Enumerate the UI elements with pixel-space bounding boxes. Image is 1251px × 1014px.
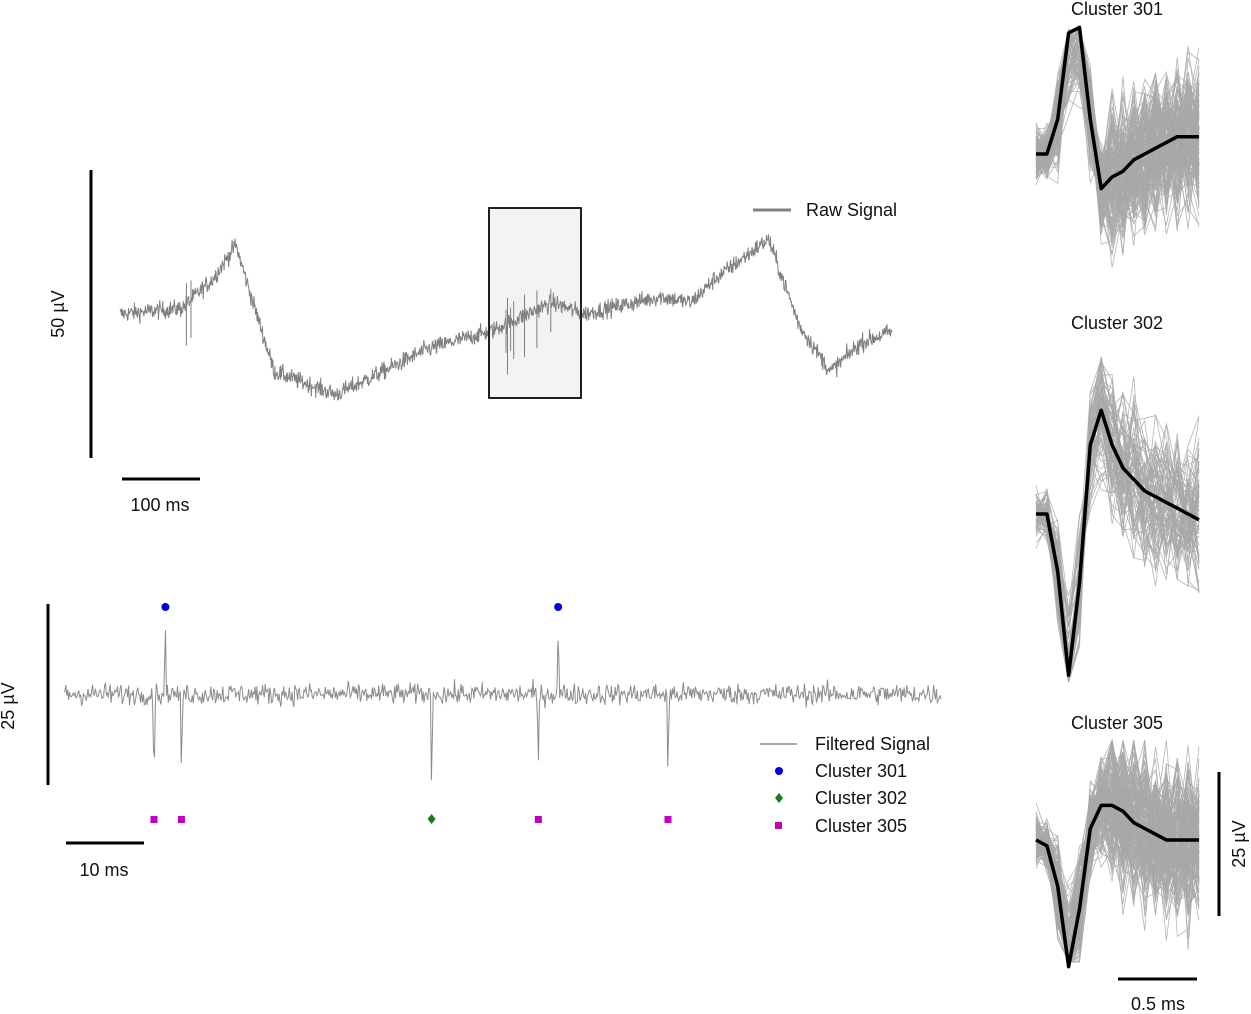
waveform-title-301: Cluster 301 xyxy=(1071,0,1163,19)
waveform-trace xyxy=(1035,751,1200,964)
spike-marker-302-3 xyxy=(427,814,436,824)
spike-marker-305-6 xyxy=(664,816,672,823)
legend-302-marker xyxy=(775,793,783,803)
legend-301-label: Cluster 301 xyxy=(815,761,907,781)
raw-highlight-border xyxy=(488,207,582,399)
waveform-panel-301: Cluster 301 xyxy=(1035,0,1200,268)
waveform-traces-301 xyxy=(1035,25,1200,268)
waveform-panel-305: Cluster 305 xyxy=(1035,713,1200,969)
waveform-trace xyxy=(1035,783,1200,920)
raw-legend-label: Raw Signal xyxy=(806,200,897,220)
waveform-mean-302 xyxy=(1036,408,1200,678)
raw-signal-trace xyxy=(119,234,893,401)
waveform-trace xyxy=(1035,70,1200,176)
filtered-legend: Filtered Signal Cluster 301 Cluster 302 … xyxy=(760,734,930,836)
spike-marker-305-2 xyxy=(177,816,185,823)
filtered-voltage-scale-label: 25 µV xyxy=(0,682,18,729)
waveform-trace xyxy=(1035,34,1200,197)
waveform-traces-302 xyxy=(1035,356,1200,683)
legend-302-label: Cluster 302 xyxy=(815,788,907,808)
legend-filtered-label: Filtered Signal xyxy=(815,734,930,754)
spike-marker-305-4 xyxy=(534,816,542,823)
waveform-trace xyxy=(1035,357,1200,683)
raw-signal-panel: 50 µV 100 ms Raw Signal xyxy=(48,170,897,515)
raw-highlight-box xyxy=(488,207,582,399)
legend-301-marker xyxy=(775,767,783,775)
spike-marker-301-5 xyxy=(554,603,563,611)
waveform-title-305: Cluster 305 xyxy=(1071,713,1163,733)
waveform-voltage-scale-label: 25 µV xyxy=(1229,820,1249,867)
waveform-trace xyxy=(1035,798,1200,906)
waveform-trace xyxy=(1035,796,1200,923)
legend-305-label: Cluster 305 xyxy=(815,816,907,836)
filtered-time-scale-label: 10 ms xyxy=(79,860,128,880)
spike-marker-305-0 xyxy=(150,816,158,823)
raw-voltage-scale-label: 50 µV xyxy=(48,290,68,337)
waveform-trace xyxy=(1035,750,1200,930)
waveform-trace xyxy=(1035,29,1200,208)
filtered-signal-panel: 25 µV 10 ms Filtered Signal Cluster 301 … xyxy=(0,603,942,880)
waveform-time-scale-label: 0.5 ms xyxy=(1131,994,1185,1014)
waveform-traces-305 xyxy=(1035,738,1200,969)
spike-markers xyxy=(150,603,672,824)
raw-time-scale-label: 100 ms xyxy=(130,495,189,515)
filtered-signal-trace xyxy=(63,630,942,781)
waveform-title-302: Cluster 302 xyxy=(1071,313,1163,333)
spike-marker-301-1 xyxy=(161,603,170,611)
waveform-panel-302: Cluster 302 xyxy=(1035,313,1200,683)
legend-305-marker xyxy=(775,822,782,829)
waveform-mean-301 xyxy=(1036,25,1199,191)
waveform-mean-305 xyxy=(1035,803,1199,969)
